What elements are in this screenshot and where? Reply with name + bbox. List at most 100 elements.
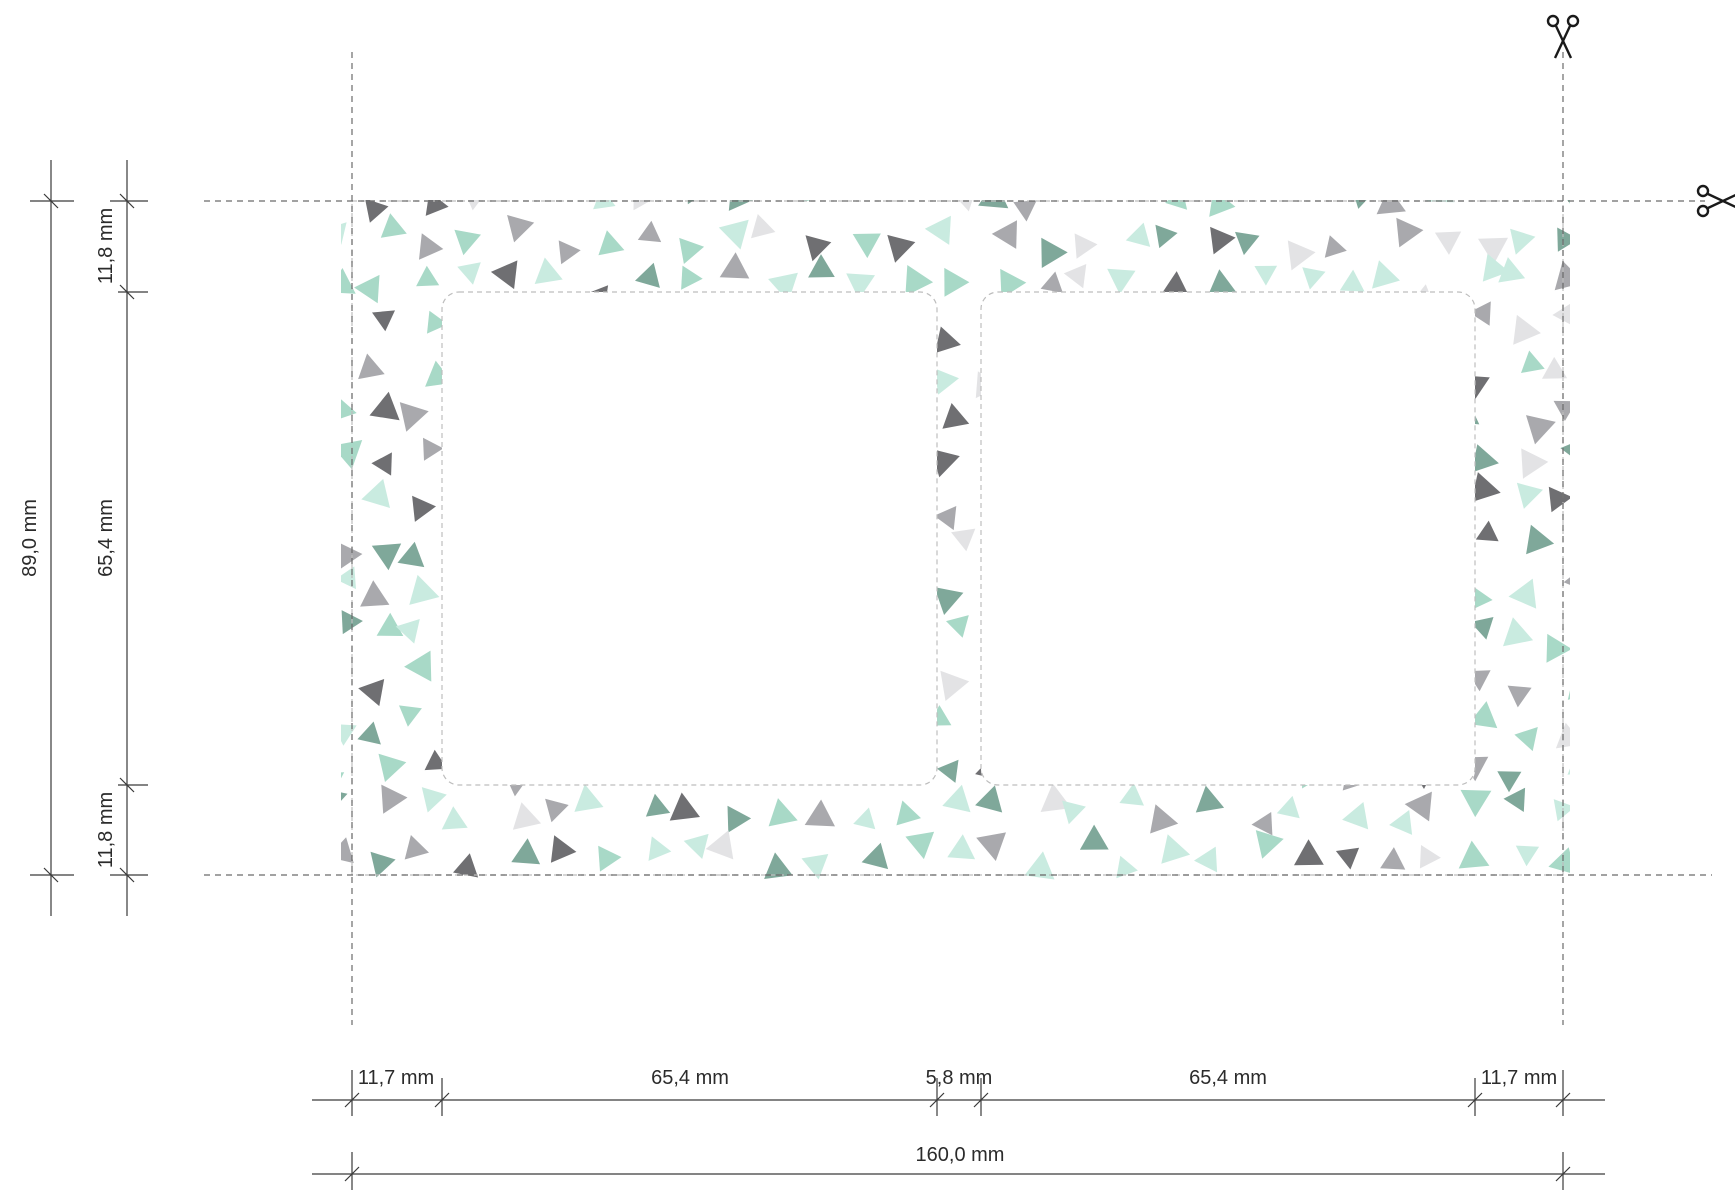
pattern-triangle <box>1497 771 1522 793</box>
pattern-triangle <box>1074 233 1098 259</box>
pattern-triangle <box>534 257 563 284</box>
pattern-triangle <box>1411 284 1435 306</box>
pattern-triangle <box>1108 663 1129 687</box>
pattern-triangle <box>579 368 609 397</box>
pattern-triangle <box>547 414 571 437</box>
pattern-triangle <box>852 233 881 259</box>
pattern-triangle <box>1112 709 1135 734</box>
tick-mark <box>434 1092 450 1108</box>
vertical-dimensions: 89,0 mm 11,8 mm 65,4 mm 11,8 mm <box>19 160 148 916</box>
tick-mark <box>344 1092 360 1108</box>
pattern-triangle <box>1297 352 1320 375</box>
pattern-triangle <box>1516 482 1543 509</box>
pattern-triangle <box>645 793 671 817</box>
pattern-triangle <box>995 458 1025 486</box>
pattern-triangle <box>1428 402 1454 427</box>
pattern-triangle <box>853 807 876 830</box>
pattern-triangle <box>1557 227 1570 252</box>
pattern-triangle <box>1546 633 1570 663</box>
pattern-triangle <box>1100 401 1125 423</box>
pattern-triangle <box>1024 851 1055 880</box>
pattern-triangle <box>371 543 402 571</box>
pattern-triangle <box>1560 438 1570 463</box>
pattern-triangle <box>1378 493 1406 524</box>
pattern-triangle <box>676 697 702 723</box>
pattern-triangle <box>399 402 429 432</box>
pattern-triangle <box>670 614 694 638</box>
pattern-triangle <box>1164 391 1189 416</box>
pattern-triangle <box>1335 847 1360 870</box>
pattern-triangle <box>948 200 978 212</box>
pattern-triangle <box>621 405 652 436</box>
pattern-triangle <box>951 528 976 552</box>
pattern-triangle <box>1482 253 1510 282</box>
pattern-triangle <box>1470 617 1494 640</box>
pattern-triangle <box>598 845 622 872</box>
pattern-triangle <box>1020 713 1042 737</box>
pattern-triangle <box>1372 457 1399 481</box>
pattern-triangle <box>1396 217 1424 248</box>
tick-mark <box>1555 1092 1571 1108</box>
pattern-triangle <box>1255 653 1283 677</box>
pattern-triangle <box>1342 764 1369 791</box>
pattern-triangle <box>1077 526 1100 549</box>
pattern-triangle <box>584 285 609 311</box>
pattern-triangle <box>1478 237 1508 265</box>
pattern-triangle <box>725 354 748 377</box>
pattern-triangle <box>1213 748 1242 774</box>
pattern-triangle <box>454 229 481 256</box>
pattern-triangle <box>1130 356 1159 388</box>
pattern-triangle <box>1292 478 1313 503</box>
pattern-triangle <box>648 836 672 861</box>
pattern-triangle <box>799 319 830 346</box>
pattern-triangle <box>944 267 970 297</box>
pattern-triangle <box>934 587 964 615</box>
pattern-triangle <box>1372 260 1400 289</box>
pattern-triangle <box>1289 617 1316 642</box>
pattern-triangle <box>378 753 407 782</box>
pattern-triangle <box>1420 302 1447 328</box>
pattern-triangle <box>1263 482 1290 511</box>
pattern-triangle <box>1294 169 1316 194</box>
pattern-triangle <box>893 666 917 693</box>
pattern-triangle <box>805 235 832 262</box>
pattern-triangle <box>381 784 408 814</box>
pattern-triangle <box>596 607 621 635</box>
pattern-triangle <box>1158 521 1181 546</box>
pattern-triangle <box>1081 401 1104 425</box>
pattern-triangle <box>719 725 747 750</box>
pattern-triangle <box>1521 448 1549 479</box>
pattern-triangle <box>1119 783 1144 806</box>
pattern-triangle <box>361 478 390 508</box>
pattern-triangle <box>341 440 363 470</box>
pattern-triangle <box>1498 257 1526 283</box>
pattern-triangle <box>669 792 700 821</box>
pattern-triangle <box>976 832 1006 861</box>
pattern-triangle <box>372 310 395 332</box>
pattern-triangle <box>491 174 515 196</box>
pattern-triangle <box>1194 632 1221 660</box>
pattern-triangle <box>540 607 571 637</box>
pattern-triangle <box>993 592 1017 620</box>
pattern-triangle <box>1324 235 1347 258</box>
pattern-triangle <box>1526 524 1555 555</box>
pattern-triangle <box>453 541 481 571</box>
pattern-triangle <box>1471 472 1501 503</box>
pattern-triangle <box>307 482 335 507</box>
pattern-triangle <box>818 720 841 742</box>
pattern-triangle <box>1154 305 1182 331</box>
pattern-triangle <box>395 619 420 644</box>
pattern-triangle <box>1194 846 1218 873</box>
pattern-triangle <box>633 746 662 773</box>
pattern-triangle <box>1197 480 1222 508</box>
pattern-triangle <box>1213 467 1238 489</box>
pattern-triangle <box>931 448 960 478</box>
pattern-triangle <box>1555 722 1570 749</box>
pattern-triangle <box>1062 800 1086 825</box>
tick-mark <box>119 777 135 793</box>
pattern-triangle <box>404 650 432 682</box>
dim-label-border-top: 11,8 mm <box>95 208 117 284</box>
pattern-triangle <box>380 213 407 238</box>
pattern-triangle <box>1468 701 1498 729</box>
pattern-triangle <box>1320 313 1348 343</box>
